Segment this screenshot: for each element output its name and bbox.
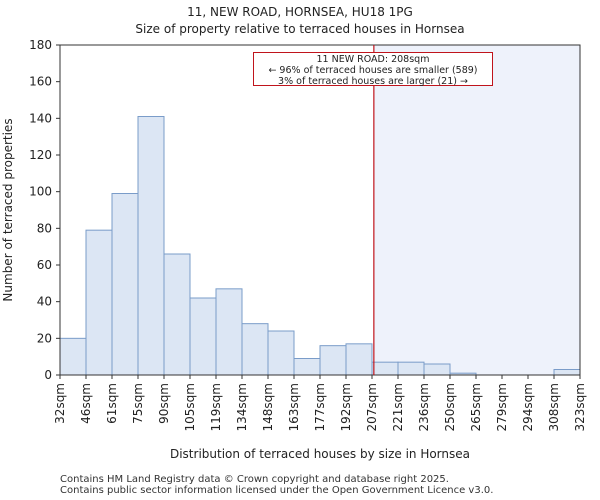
x-tick-label: 177sqm	[313, 383, 327, 431]
y-axis-title: Number of terraced properties	[1, 118, 15, 301]
x-tick-label: 279sqm	[495, 383, 509, 431]
x-tick-label: 32sqm	[53, 383, 67, 424]
larger-region-highlight	[373, 45, 580, 375]
histogram-bar	[215, 288, 243, 376]
annotation-line-1: 11 NEW ROAD: 208sqm	[316, 54, 430, 65]
annotation-line-2: ← 96% of terraced houses are smaller (58…	[268, 65, 478, 76]
x-tick-label: 75sqm	[131, 383, 145, 424]
chart-title: 11, NEW ROAD, HORNSEA, HU18 1PG	[187, 5, 413, 19]
x-tick-label: 105sqm	[183, 383, 197, 431]
x-tick-label: 148sqm	[261, 383, 275, 431]
chart-subtitle: Size of property relative to terraced ho…	[135, 22, 465, 36]
x-tick-label: 134sqm	[235, 383, 249, 431]
y-tick-label: 40	[37, 295, 52, 309]
histogram-bar	[319, 345, 347, 376]
histogram-bar	[423, 363, 451, 376]
y-tick-label: 100	[29, 185, 52, 199]
y-tick-label: 0	[44, 368, 52, 382]
histogram-bar	[345, 343, 373, 376]
annotation-line-3: 3% of terraced houses are larger (21) →	[278, 76, 468, 87]
x-tick-label: 294sqm	[521, 383, 535, 431]
x-tick-label: 61sqm	[105, 383, 119, 424]
x-tick-label: 308sqm	[547, 383, 561, 431]
x-tick-label: 265sqm	[469, 383, 483, 431]
x-tick-label: 90sqm	[157, 383, 171, 424]
y-tick-label: 160	[29, 75, 52, 89]
x-tick-label: 163sqm	[287, 383, 301, 431]
histogram-bar	[163, 253, 191, 376]
x-tick-label: 250sqm	[443, 383, 457, 431]
histogram-bar	[111, 193, 139, 376]
histogram-bar	[371, 361, 399, 376]
x-tick-label: 323sqm	[573, 383, 587, 431]
x-tick-label: 236sqm	[417, 383, 431, 431]
histogram-bar	[85, 229, 113, 376]
histogram-bar	[59, 337, 87, 376]
y-tick-label: 180	[29, 38, 52, 52]
footer-line-2: Contains public sector information licen…	[60, 485, 494, 496]
y-tick-label: 20	[37, 331, 52, 345]
y-tick-label: 140	[29, 111, 52, 125]
x-tick-label: 221sqm	[391, 383, 405, 431]
histogram-bar	[397, 361, 425, 376]
x-tick-label: 46sqm	[79, 383, 93, 424]
x-tick-label: 192sqm	[339, 383, 353, 431]
x-tick-label: 207sqm	[365, 383, 379, 431]
footer-line-1: Contains HM Land Registry data © Crown c…	[60, 474, 449, 485]
histogram-bar	[241, 323, 269, 376]
y-tick-label: 80	[37, 221, 52, 235]
histogram-bar	[189, 297, 217, 376]
y-tick-label: 120	[29, 148, 52, 162]
histogram-bar	[553, 369, 581, 376]
histogram-bar	[137, 116, 165, 376]
x-axis-title: Distribution of terraced houses by size …	[170, 447, 470, 461]
histogram-bar	[293, 358, 321, 376]
marker-annotation: 11 NEW ROAD: 208sqm ← 96% of terraced ho…	[253, 52, 493, 87]
x-tick-label: 119sqm	[209, 383, 223, 431]
histogram-bar	[267, 330, 295, 376]
y-tick-label: 60	[37, 258, 52, 272]
